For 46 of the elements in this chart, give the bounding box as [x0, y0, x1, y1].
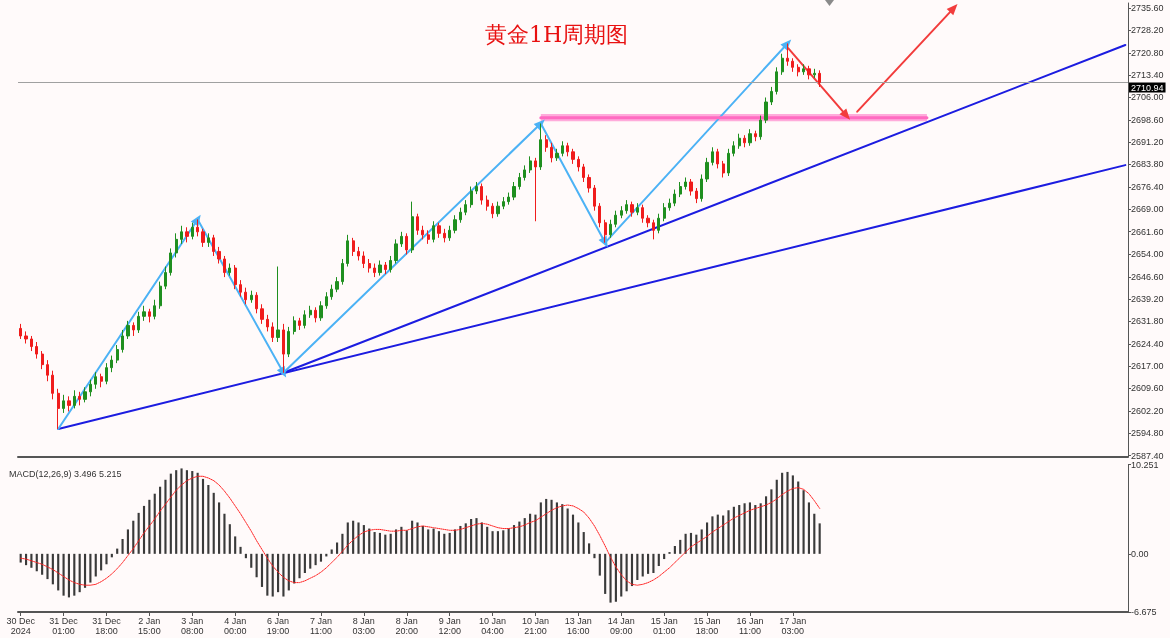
- x-tick-label: 8 Jan 03:00: [352, 616, 376, 636]
- y-tick-label: 2698.60: [1131, 114, 1164, 125]
- x-tick-label: 7 Jan 11:00: [309, 616, 332, 636]
- x-tick-label: 13 Jan 16:00: [564, 616, 592, 636]
- ref-line-label: 2710.94: [1131, 83, 1164, 94]
- y-tick-label: 2661.60: [1131, 226, 1164, 237]
- x-tick-label: 31 Dec 18:00: [92, 616, 122, 636]
- x-tick-label: 16 Jan 11:00: [736, 616, 764, 636]
- x-tick-label: 3 Jan 08:00: [181, 616, 204, 636]
- y-tick-label: 2713.40: [1131, 70, 1164, 81]
- x-tick-label: 10 Jan 21:00: [521, 616, 549, 636]
- y-tick-label: 2683.80: [1131, 159, 1164, 170]
- x-tick-label: 10 Jan 04:00: [479, 616, 507, 636]
- y-tick-label: 2728.20: [1131, 25, 1164, 36]
- y-tick-label: 2587.40: [1131, 450, 1164, 461]
- y-tick-label: 2624.40: [1131, 338, 1164, 349]
- y-tick-label: 2594.80: [1131, 428, 1164, 439]
- y-tick-label: -6.675: [1131, 607, 1157, 617]
- y-tick-label: 2617.00: [1131, 361, 1164, 372]
- y-tick-label: 0.00: [1131, 548, 1149, 559]
- x-tick-label: 30 Dec 2024: [6, 616, 36, 636]
- x-tick-label: 31 Dec 01:00: [49, 616, 79, 636]
- y-tick-label: 2646.60: [1131, 271, 1164, 282]
- y-tick-label: 2720.80: [1131, 47, 1164, 58]
- y-tick-label: 2654.00: [1131, 249, 1164, 260]
- x-tick-label: 9 Jan 12:00: [438, 616, 461, 636]
- x-tick-label: 15 Jan 01:00: [650, 616, 678, 636]
- text: 黄金1H周期图: [485, 21, 629, 47]
- x-tick-label: 6 Jan 19:00: [266, 616, 290, 636]
- x-tick-label: 15 Jan 18:00: [693, 616, 721, 636]
- x-tick-label: 8 Jan 20:00: [395, 616, 419, 636]
- y-tick-label: 2602.20: [1131, 405, 1164, 416]
- y-tick-label: 2691.20: [1131, 137, 1164, 148]
- chart-title: MACD(12,26,9) 3.496 5.215: [9, 468, 122, 479]
- y-tick-label: 10.251: [1131, 459, 1159, 470]
- y-tick-label: 2706.00: [1131, 92, 1164, 103]
- y-tick-label: 2676.40: [1131, 181, 1164, 192]
- x-tick-label: 14 Jan 09:00: [607, 616, 635, 636]
- x-tick-label: 4 Jan 00:00: [223, 616, 247, 636]
- y-tick-label: 2639.20: [1131, 294, 1164, 305]
- y-tick-label: 2735.60: [1131, 3, 1164, 14]
- x-tick-label: 2 Jan 15:00: [138, 616, 161, 636]
- y-tick-label: 2609.60: [1131, 383, 1164, 394]
- y-tick-label: 2669.00: [1131, 204, 1164, 215]
- y-tick-label: 2631.80: [1131, 316, 1164, 327]
- x-tick-label: 17 Jan 03:00: [779, 616, 807, 636]
